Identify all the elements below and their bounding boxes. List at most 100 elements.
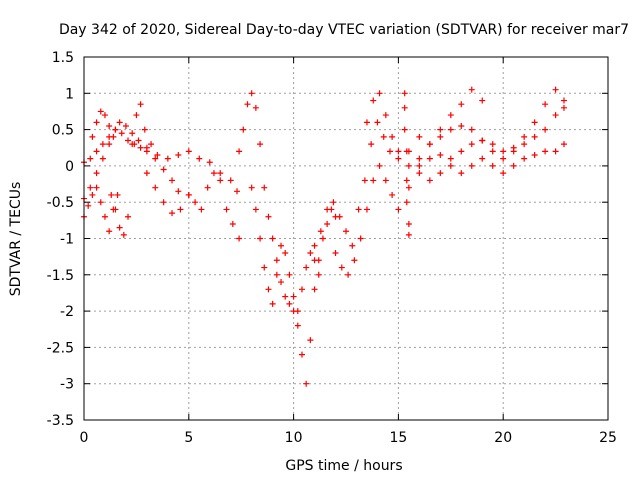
data-point <box>500 148 507 155</box>
data-point <box>261 184 268 191</box>
data-point <box>389 191 396 198</box>
data-point <box>93 184 100 191</box>
data-point <box>152 155 159 162</box>
data-point <box>129 130 136 137</box>
data-point <box>542 126 549 133</box>
data-point <box>447 126 454 133</box>
data-point <box>282 293 289 300</box>
data-point <box>403 148 410 155</box>
data-point <box>160 199 167 206</box>
data-point <box>257 141 264 148</box>
data-point <box>405 220 412 227</box>
grid-lines <box>84 57 608 420</box>
data-point <box>363 119 370 126</box>
x-tick-labels: 0 5 10 15 20 25 <box>80 430 617 446</box>
data-point <box>240 126 247 133</box>
data-point <box>106 141 113 148</box>
y-tick-labels: -3.5 -3 -2.5 -2 -1.5 -1 -0.5 0 0.5 1 1.5 <box>47 50 74 429</box>
data-point <box>125 137 132 144</box>
data-point <box>93 119 100 126</box>
data-point <box>248 184 255 191</box>
data-point <box>204 184 211 191</box>
data-point <box>120 231 127 238</box>
data-point <box>542 148 549 155</box>
data-point <box>468 162 475 169</box>
data-point <box>85 202 92 209</box>
x-tick-label: 20 <box>494 430 512 446</box>
data-point <box>118 130 125 137</box>
data-point <box>206 159 213 166</box>
data-point <box>294 322 301 329</box>
data-point <box>405 184 412 191</box>
data-point <box>152 184 159 191</box>
data-point <box>175 152 182 159</box>
data-point <box>521 133 528 140</box>
data-point <box>437 133 444 140</box>
data-point <box>531 119 538 126</box>
y-axis-label: SDTVAR / TECUs <box>8 182 24 297</box>
data-point <box>521 155 528 162</box>
data-point <box>137 144 144 151</box>
x-tick-label: 10 <box>285 430 303 446</box>
data-point <box>290 293 297 300</box>
y-tick-label: -1.5 <box>47 268 74 284</box>
data-point <box>405 231 412 238</box>
data-point <box>133 112 140 119</box>
data-point <box>560 97 567 104</box>
data-point <box>307 337 314 344</box>
data-point <box>401 104 408 111</box>
data-point <box>97 199 104 206</box>
x-axis-label: GPS time / hours <box>285 458 402 474</box>
data-point <box>416 162 423 169</box>
data-point <box>294 308 301 315</box>
data-point <box>185 148 192 155</box>
data-point <box>500 155 507 162</box>
data-point <box>330 199 337 206</box>
data-point <box>336 213 343 220</box>
series-track-m <box>363 86 567 184</box>
data-point <box>89 191 96 198</box>
data-point <box>560 104 567 111</box>
data-point <box>468 126 475 133</box>
data-point <box>129 141 136 148</box>
data-point <box>141 126 148 133</box>
data-point <box>286 300 293 307</box>
data-point <box>303 264 310 271</box>
series-track-d <box>89 108 117 140</box>
data-point <box>370 97 377 104</box>
data-point <box>510 162 517 169</box>
series-track-e <box>108 191 132 238</box>
data-point <box>210 170 217 177</box>
data-point <box>317 228 324 235</box>
data-point <box>108 191 115 198</box>
series-track-i <box>236 90 339 387</box>
y-tick-label: 1.5 <box>52 50 74 66</box>
series-track-j <box>248 184 322 315</box>
data-point <box>234 188 241 195</box>
data-point <box>311 257 318 264</box>
data-point <box>521 141 528 148</box>
data-point <box>164 155 171 162</box>
data-point <box>116 224 123 231</box>
data-point <box>395 148 402 155</box>
data-point <box>382 177 389 184</box>
y-tick-label: 0.5 <box>52 123 74 139</box>
data-point <box>447 162 454 169</box>
data-point <box>468 86 475 93</box>
data-point <box>307 250 314 257</box>
data-point <box>223 206 230 213</box>
data-point <box>298 286 305 293</box>
data-point <box>552 86 559 93</box>
data-point <box>273 271 280 278</box>
data-point <box>273 257 280 264</box>
data-point <box>500 170 507 177</box>
data-point <box>405 162 412 169</box>
data-point <box>282 250 289 257</box>
series-track-l <box>332 141 567 278</box>
data-point <box>458 170 465 177</box>
data-point <box>416 155 423 162</box>
data-point <box>122 122 129 129</box>
x-tick-label: 25 <box>599 430 617 446</box>
data-point <box>269 300 276 307</box>
data-point <box>355 206 362 213</box>
